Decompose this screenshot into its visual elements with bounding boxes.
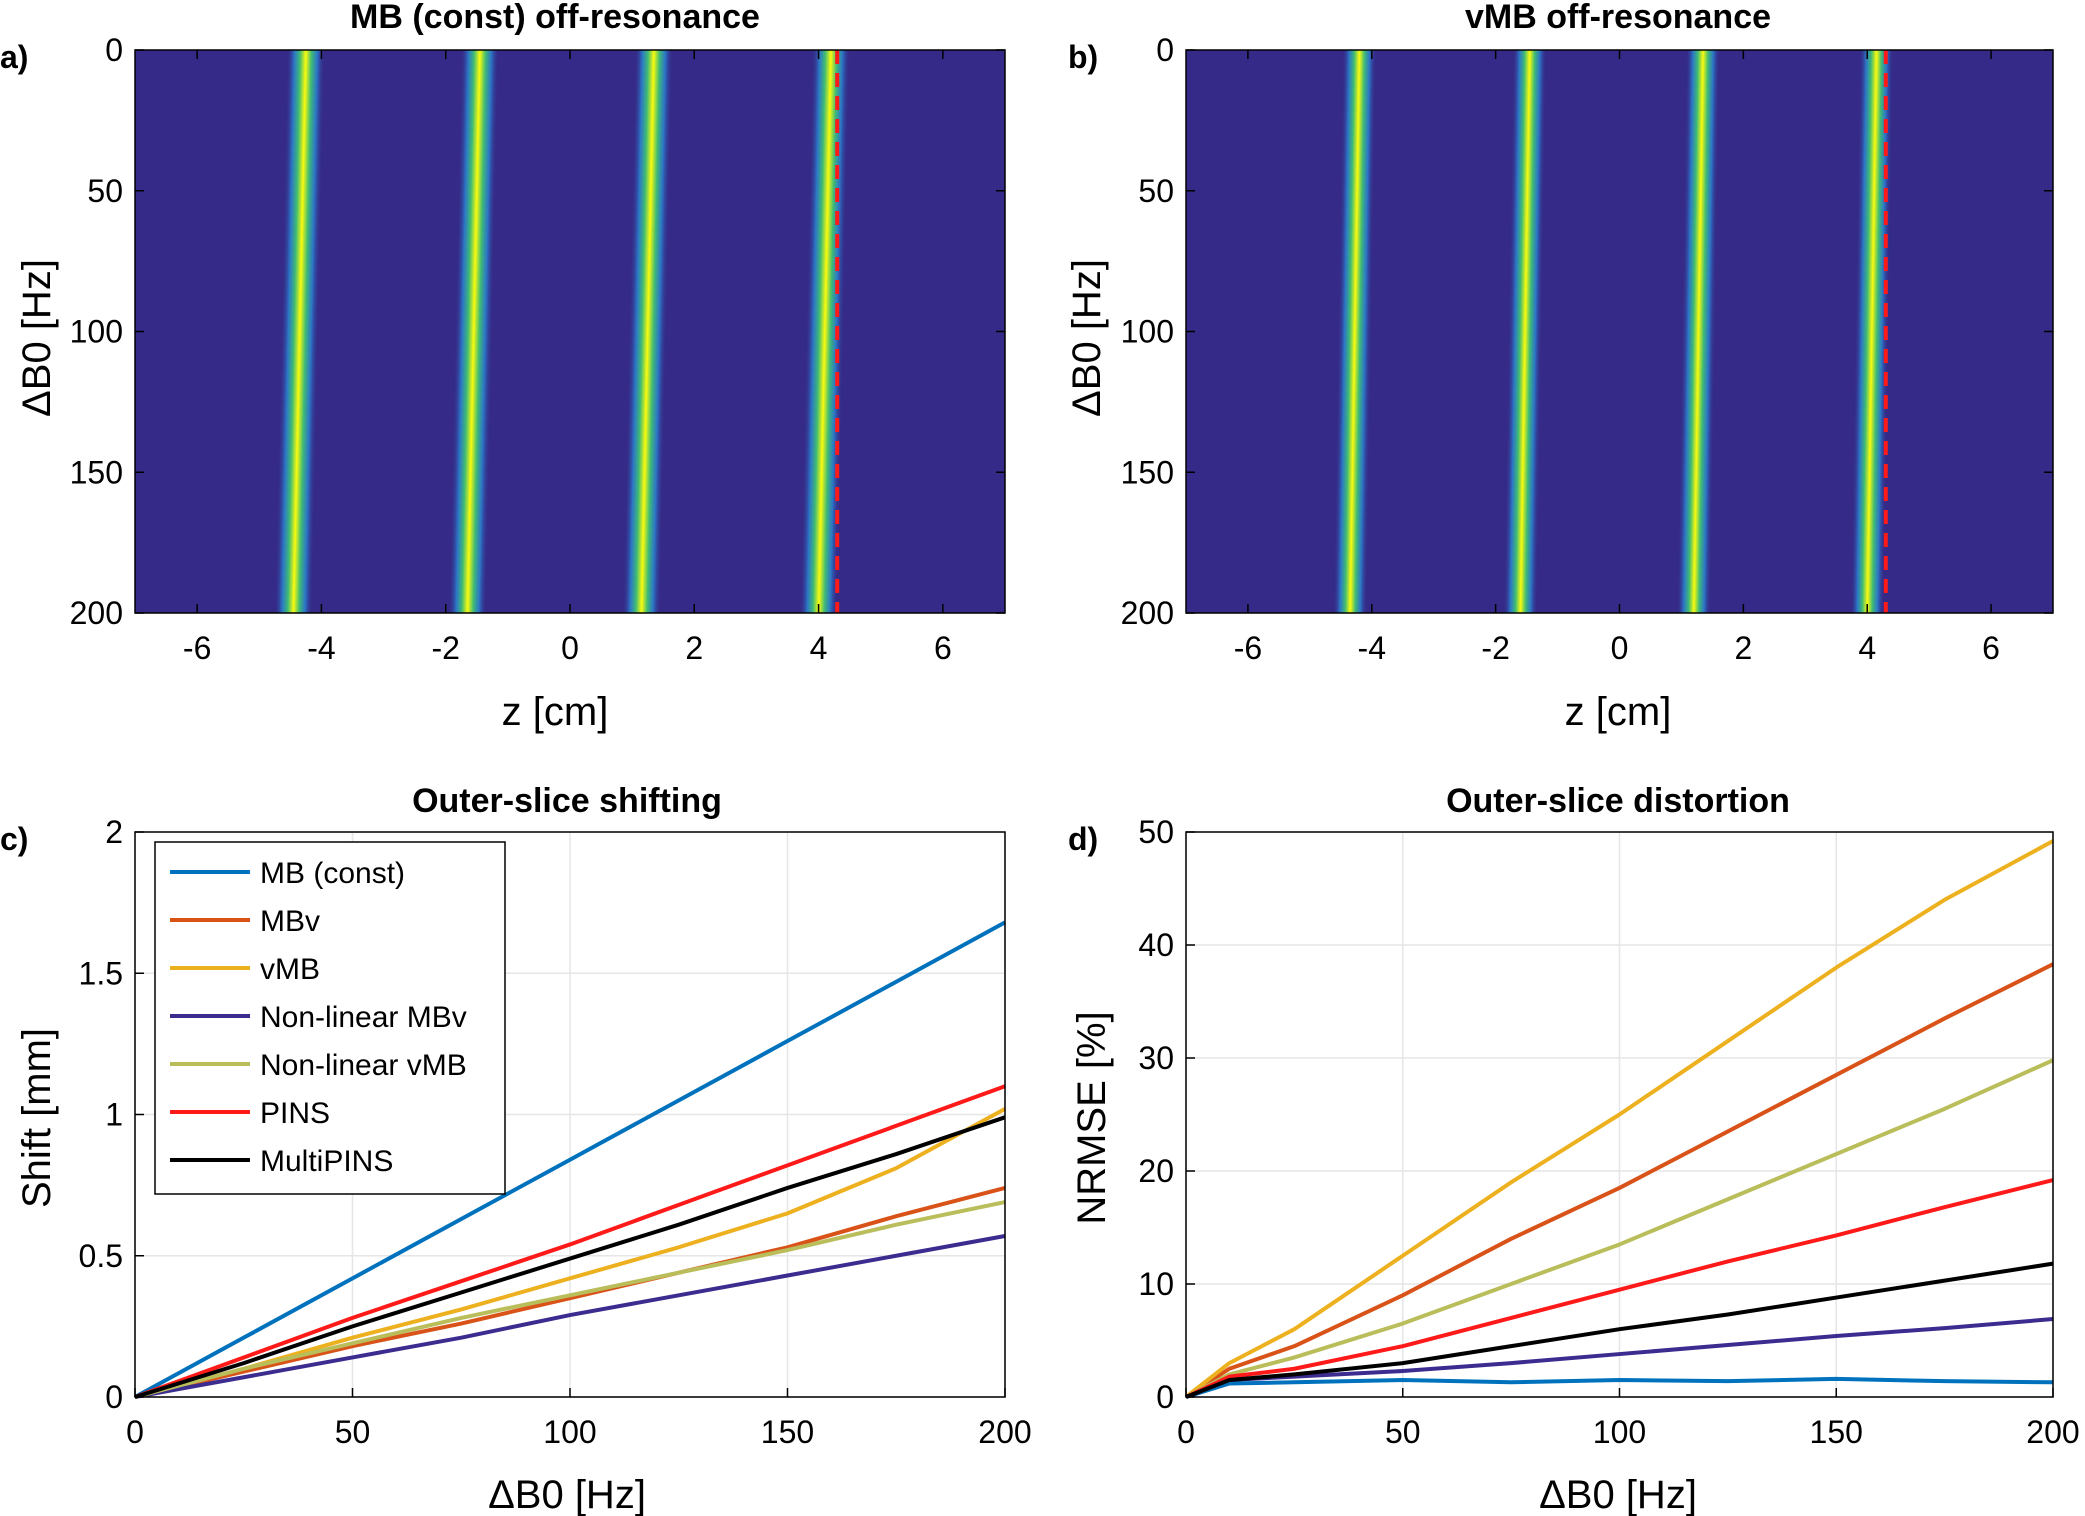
x-tick-label: 200 <box>2026 1414 2079 1450</box>
y-tick-label: 2 <box>105 814 123 850</box>
slice-band-2 <box>1503 50 1547 613</box>
heatmap-bands <box>1332 50 1894 613</box>
legend-label-6: PINS <box>260 1097 330 1130</box>
x-tick-label: 50 <box>335 1414 371 1450</box>
x-tick-label: 0 <box>126 1414 144 1450</box>
panel-c-title: Outer-slice shifting <box>412 782 722 820</box>
panel-b-ylabel: ΔB0 [Hz] <box>1065 259 1109 417</box>
y-tick-label: 0 <box>105 32 123 68</box>
slice-band-1 <box>1332 50 1377 613</box>
y-tick-label: 50 <box>1138 814 1174 850</box>
panel-a-title: MB (const) off-resonance <box>350 0 760 36</box>
legend-label-7: MultiPINS <box>260 1145 393 1178</box>
legend-label-5: Non-linear vMB <box>260 1049 467 1082</box>
x-tick-label: 2 <box>685 630 703 666</box>
series-line-7 <box>134 1115 1006 1399</box>
panel-d-ylabel: NRMSE [%] <box>1070 1011 1114 1224</box>
y-tick-label: 10 <box>1138 1266 1174 1302</box>
panel-a-heatmap: a) MB (const) off-resonance z [cm] ΔB0 [… <box>0 0 1006 734</box>
series-line-5 <box>134 1200 1006 1399</box>
y-tick-label: 0 <box>1156 32 1174 68</box>
y-tick-label: 200 <box>1121 595 1174 631</box>
legend-label-1: MB (const) <box>260 857 405 890</box>
panel-d-line-chart: d) Outer-slice distortion ΔB0 [Hz] NRMSE… <box>1068 782 2080 1516</box>
panel-letter-b: b) <box>1068 39 1098 75</box>
panel-d-title: Outer-slice distortion <box>1446 782 1790 820</box>
x-tick-label: 150 <box>761 1414 814 1450</box>
x-tick-label: -2 <box>431 630 459 666</box>
series-line-2 <box>134 1186 1006 1399</box>
legend-label-4: Non-linear MBv <box>260 1001 467 1034</box>
panel-b-title: vMB off-resonance <box>1465 0 1771 36</box>
y-tick-label: 50 <box>87 173 123 209</box>
series-line-2 <box>1184 962 2054 1399</box>
x-tick-label: 0 <box>561 630 579 666</box>
panel-d-xlabel: ΔB0 [Hz] <box>1539 1473 1697 1516</box>
slice-band-1 <box>274 50 326 613</box>
y-tick-label: 200 <box>70 595 123 631</box>
panel-b-heatmap: b) vMB off-resonance z [cm] ΔB0 [Hz] -6 -… <box>1065 0 2054 734</box>
series-line-7 <box>1185 1261 2054 1399</box>
panel-c-xlabel: ΔB0 [Hz] <box>488 1473 646 1516</box>
x-tick-label: -4 <box>1358 630 1386 666</box>
x-tick-label: 6 <box>934 630 952 666</box>
panel-c-ylabel: Shift [mm] <box>15 1028 59 1208</box>
y-tick-label: 1 <box>105 1097 123 1133</box>
x-tick-label: -6 <box>183 630 211 666</box>
y-tick-label: 100 <box>1121 314 1174 350</box>
x-tick-label: -4 <box>307 630 335 666</box>
y-tick-label: 50 <box>1138 173 1174 209</box>
y-tick-label: 0 <box>1156 1379 1174 1415</box>
panel-c-line-chart: c) Outer-slice shifting ΔB0 [Hz] Shift [… <box>0 782 1032 1516</box>
panel-a-ylabel: ΔB0 [Hz] <box>15 259 59 417</box>
x-tick-label: 4 <box>1858 630 1876 666</box>
panel-letter-a: a) <box>0 39 28 75</box>
y-tick-label: 40 <box>1138 927 1174 963</box>
panel-letter-c: c) <box>0 821 28 857</box>
y-tick-label: 0 <box>105 1379 123 1415</box>
y-tick-label: 150 <box>1121 454 1174 490</box>
legend-label-3: vMB <box>260 953 320 986</box>
x-tick-label: 200 <box>978 1414 1031 1450</box>
y-tick-label: 150 <box>70 454 123 490</box>
legend-label-2: MBv <box>260 905 320 938</box>
heatmap-bands <box>274 50 851 613</box>
panel-b-xlabel: z [cm] <box>1565 690 1672 734</box>
panel-a-xlabel: z [cm] <box>502 690 609 734</box>
series-line-6 <box>134 1084 1006 1399</box>
legend: MB (const) MBv vMB Non-linear MBv Non-linear… <box>154 841 506 1195</box>
x-tick-label: -6 <box>1234 630 1262 666</box>
x-tick-label: 0 <box>1611 630 1629 666</box>
series-line-1 <box>1185 1376 2054 1399</box>
slice-band-4 <box>1850 50 1894 613</box>
heatmap-background <box>1186 50 2053 613</box>
x-tick-label: 4 <box>810 630 828 666</box>
y-tick-label: 20 <box>1138 1153 1174 1189</box>
y-tick-label: 100 <box>70 314 123 350</box>
x-tick-label: 6 <box>1982 630 2000 666</box>
x-tick-label: 150 <box>1810 1414 1863 1450</box>
x-tick-label: 0 <box>1177 1414 1195 1450</box>
series-line-3 <box>1184 839 2054 1399</box>
x-tick-label: 100 <box>543 1414 596 1450</box>
x-tick-label: 100 <box>1593 1414 1646 1450</box>
series-line-1 <box>134 920 1006 1399</box>
y-tick-label: 0.5 <box>79 1238 123 1274</box>
x-tick-label: 50 <box>1385 1414 1421 1450</box>
series-line-5 <box>1185 1058 2054 1399</box>
slice-band-3 <box>1676 50 1721 613</box>
x-tick-label: -2 <box>1481 630 1509 666</box>
slice-band-2 <box>448 50 500 613</box>
y-tick-label: 1.5 <box>79 955 123 991</box>
panel-letter-d: d) <box>1068 821 1098 857</box>
y-tick-label: 30 <box>1138 1040 1174 1076</box>
x-tick-label: 2 <box>1734 630 1752 666</box>
heatmap-background <box>135 50 1005 613</box>
series-line-4 <box>134 1234 1006 1399</box>
series-line-6 <box>1185 1178 2054 1399</box>
slice-band-3 <box>622 50 674 613</box>
